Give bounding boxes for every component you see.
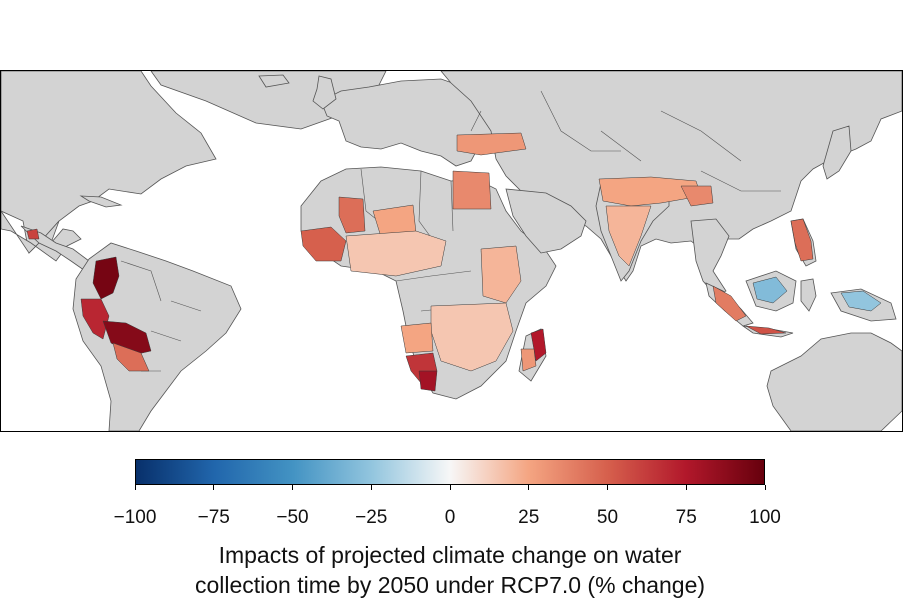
region-colombia-venezuela — [92, 256, 120, 300]
region-mauritania — [338, 196, 366, 234]
world-map — [0, 70, 903, 432]
south-america — [72, 242, 242, 431]
colorbar-tick-label: 75 — [675, 507, 697, 528]
region-java — [745, 325, 787, 335]
region-namibia-south — [418, 370, 438, 392]
region-east-africa — [480, 245, 522, 304]
region-bolivia-south — [112, 342, 150, 372]
colorbar-tick — [685, 485, 687, 490]
colorbar-tick — [449, 485, 451, 490]
region-southern-africa — [430, 302, 514, 372]
europe — [320, 78, 502, 167]
cuba — [79, 195, 123, 208]
study-regions — [26, 132, 882, 392]
colorbar-tick-label: 0 — [444, 507, 456, 528]
region-myanmar — [680, 185, 714, 207]
legend-title: Impacts of projected climate change on w… — [0, 540, 900, 600]
region-papua — [840, 290, 882, 312]
colorbar-tick — [292, 485, 293, 490]
sulawesi — [800, 278, 817, 312]
colorbar-tick-label: 50 — [596, 507, 619, 528]
region-turkey — [456, 132, 527, 156]
region-madagascar-west — [520, 348, 537, 372]
region-peru-bolivia — [102, 320, 152, 356]
southeast-asia — [690, 218, 730, 297]
colorbar-tick — [370, 485, 372, 490]
uk — [312, 75, 337, 110]
region-sumatra — [712, 285, 747, 322]
arabia — [505, 188, 587, 254]
colorbar-tick — [213, 485, 215, 490]
map-svg — [1, 71, 902, 431]
colorbar-tick — [764, 485, 766, 490]
region-india-south — [605, 205, 652, 267]
region-ecuador-peru — [80, 298, 110, 340]
north-america — [1, 71, 217, 254]
australia — [766, 332, 902, 431]
region-senegal-guinea — [300, 226, 347, 262]
colorbar-tick-label: −50 — [276, 507, 309, 528]
region-philippines — [790, 218, 814, 262]
colorbar-tick — [528, 485, 530, 490]
region-india-north — [598, 176, 702, 207]
iceland — [258, 74, 290, 88]
legend-title-line2: collection time by 2050 under RCP7.0 (% … — [194, 572, 706, 598]
region-borneo — [752, 276, 788, 304]
region-egypt — [452, 170, 492, 210]
legend-title-line1: Impacts of projected climate change on w… — [218, 542, 682, 568]
colorbar-tick-label: 25 — [518, 507, 540, 528]
region-sahel — [345, 230, 447, 277]
colorbar-tick — [134, 485, 136, 490]
colorbar-tick-label: 100 — [749, 507, 781, 528]
colorbar-tick-label: −75 — [197, 507, 230, 528]
colorbar-tick — [607, 485, 608, 490]
colorbar — [135, 459, 765, 485]
colorbar-tick-label: −100 — [113, 507, 157, 528]
japan — [822, 125, 852, 180]
region-central-america — [26, 228, 40, 240]
colorbar-tick-label: −25 — [355, 507, 388, 528]
region-angola — [400, 322, 434, 354]
